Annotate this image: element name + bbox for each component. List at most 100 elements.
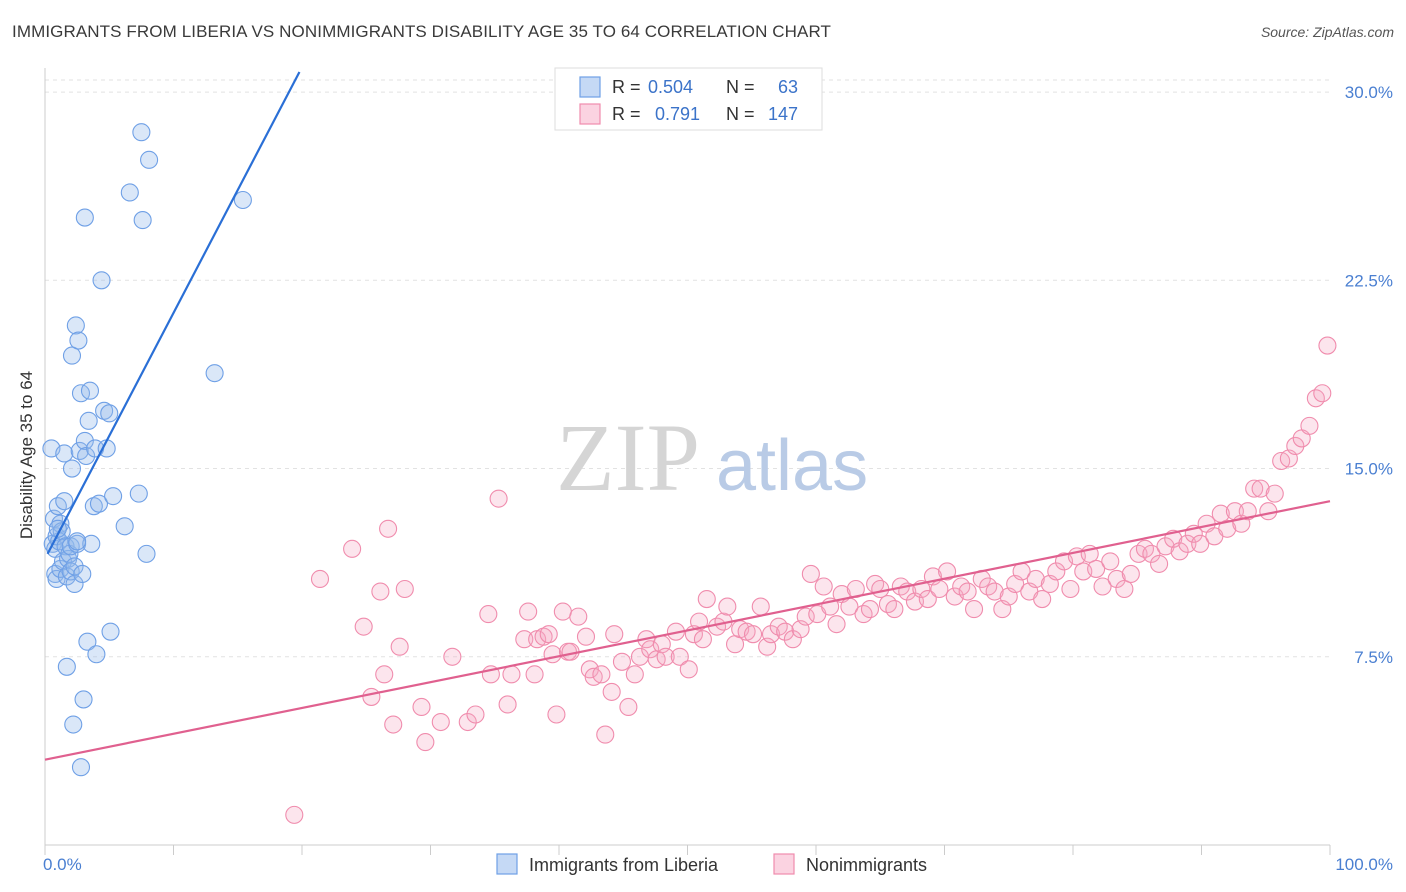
nonimmigrant-point bbox=[343, 539, 362, 558]
source-credit: Source: ZipAtlas.com bbox=[1260, 24, 1394, 40]
nonimmigrant-point bbox=[458, 712, 477, 732]
nonimmigrant-point bbox=[543, 645, 562, 664]
legend-n-label-2: N = bbox=[726, 104, 755, 124]
nonimmigrant-point bbox=[498, 695, 517, 714]
bottom-legend-label-liberia: Immigrants from Liberia bbox=[529, 855, 719, 875]
liberia-point bbox=[64, 715, 83, 734]
nonimmigrant-point bbox=[958, 582, 977, 601]
bottom-legend-swatch-nonimmigrants bbox=[773, 853, 795, 875]
nonimmigrant-point bbox=[515, 630, 534, 649]
nonimmigrant-point bbox=[885, 600, 904, 619]
nonimmigrant-point bbox=[1061, 579, 1080, 599]
liberia-point bbox=[47, 569, 66, 589]
nonimmigrant-point bbox=[871, 579, 890, 599]
nonimmigrant-point bbox=[718, 597, 737, 616]
bottom-legend: Immigrants from Liberia Nonimmigrants bbox=[496, 853, 927, 875]
nonimmigrant-point bbox=[362, 687, 381, 706]
liberia-point bbox=[133, 211, 152, 230]
nonimmigrant-point bbox=[1218, 519, 1237, 538]
nonimmigrant-point bbox=[1318, 336, 1337, 355]
nonimmigrant-point bbox=[641, 640, 660, 659]
nonimmigrant-point bbox=[1238, 502, 1257, 521]
nonimmigrant-point bbox=[965, 600, 984, 619]
nonimmigrant-point bbox=[1121, 564, 1140, 583]
liberia-point bbox=[75, 208, 94, 227]
liberia-point bbox=[73, 564, 92, 583]
liberia-point bbox=[129, 484, 148, 503]
liberia-point bbox=[87, 645, 106, 664]
nonimmigrant-point bbox=[860, 600, 880, 619]
nonimmigrant-point bbox=[761, 625, 781, 644]
y-tick-label: 30.0% bbox=[1345, 83, 1393, 102]
nonimmigrant-point bbox=[412, 697, 431, 717]
nonimmigrant-point bbox=[310, 569, 330, 589]
liberia-point bbox=[78, 632, 97, 651]
nonimmigrant-point bbox=[693, 630, 712, 649]
watermark-atlas: atlas bbox=[716, 426, 868, 506]
liberia-point bbox=[115, 517, 134, 536]
nonimmigrant-point bbox=[751, 597, 770, 616]
nonimmigrant-point bbox=[534, 627, 553, 646]
liberia-point bbox=[140, 150, 159, 169]
nonimmigrant-point bbox=[285, 805, 304, 824]
liberia-point bbox=[51, 559, 70, 578]
liberia-point bbox=[104, 487, 123, 506]
liberia-point bbox=[55, 492, 74, 511]
nonimmigrant-point bbox=[443, 647, 462, 666]
nonimmigrant-point bbox=[743, 625, 763, 644]
legend-n-value-1: 63 bbox=[778, 77, 798, 97]
nonimmigrant-point bbox=[592, 665, 611, 684]
nonimmigrant-point bbox=[1313, 384, 1332, 403]
legend-r-label-1: R = bbox=[612, 77, 641, 97]
liberia-point bbox=[80, 381, 100, 400]
nonimmigrant-point bbox=[690, 612, 709, 631]
legend-n-label-1: N = bbox=[726, 77, 755, 97]
y-tick-label: 15.0% bbox=[1345, 460, 1393, 479]
x-tick-label-max: 100.0% bbox=[1335, 855, 1393, 874]
liberia-point bbox=[95, 401, 114, 420]
nonimmigrant-point bbox=[985, 582, 1004, 601]
nonimmigrant-point bbox=[466, 705, 485, 724]
liberia-point bbox=[65, 557, 84, 576]
nonimmigrant-point bbox=[1115, 579, 1134, 599]
liberia-point bbox=[137, 544, 156, 563]
bottom-legend-label-nonimmigrants: Nonimmigrants bbox=[806, 855, 927, 875]
nonimmigrant-point bbox=[576, 627, 596, 646]
legend-n-value-2: 147 bbox=[768, 104, 798, 124]
nonimmigrant-point bbox=[1093, 577, 1112, 596]
liberia-point bbox=[132, 123, 151, 142]
nonimmigrant-point bbox=[1265, 484, 1284, 503]
nonimmigrant-point bbox=[416, 733, 435, 752]
nonimmigrant-point bbox=[569, 607, 588, 626]
nonimmigrant-point bbox=[656, 647, 675, 666]
nonimmigrant-point bbox=[354, 617, 373, 636]
watermark: ZIP atlas bbox=[556, 404, 868, 511]
liberia-point bbox=[92, 271, 111, 290]
nonimmigrant-point bbox=[384, 715, 403, 734]
nonimmigrant-point bbox=[502, 665, 521, 684]
nonimmigrant-point bbox=[938, 562, 957, 581]
liberia-point bbox=[69, 331, 88, 350]
nonimmigrant-point bbox=[1087, 559, 1106, 578]
y-axis-title: Disability Age 35 to 64 bbox=[17, 371, 36, 539]
nonimmigrant-point bbox=[1178, 534, 1197, 553]
y-tick-label: 7.5% bbox=[1354, 648, 1393, 667]
nonimmigrant-point bbox=[796, 607, 815, 626]
nonimmigrant-point bbox=[602, 682, 621, 701]
liberia-point bbox=[101, 622, 120, 641]
liberia-point bbox=[82, 534, 101, 553]
liberia-point bbox=[74, 690, 93, 709]
nonimmigrant-point bbox=[697, 589, 716, 609]
nonimmigrant-point bbox=[1150, 554, 1169, 573]
legend-r-value-1: 0.504 bbox=[648, 77, 693, 97]
liberia-point bbox=[66, 316, 85, 335]
y-tick-label: 22.5% bbox=[1345, 271, 1393, 290]
x-tick-label-min: 0.0% bbox=[43, 855, 82, 874]
trend-line-liberia bbox=[46, 71, 301, 555]
legend-r-value-2: 0.791 bbox=[655, 104, 700, 124]
nonimmigrant-point bbox=[1191, 534, 1210, 553]
axes bbox=[44, 68, 1331, 855]
nonimmigrant-point bbox=[918, 589, 937, 609]
nonimmigrant-point bbox=[679, 660, 698, 679]
